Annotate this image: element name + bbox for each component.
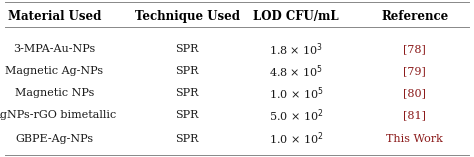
Text: SPR: SPR [175,88,199,98]
Text: [80]: [80] [403,88,426,98]
Text: LOD CFU/mL: LOD CFU/mL [254,10,339,23]
Text: 1.0 × 10$^{5}$: 1.0 × 10$^{5}$ [269,85,324,102]
Text: 4.8 × 10$^{5}$: 4.8 × 10$^{5}$ [269,63,323,80]
Text: SPR: SPR [175,110,199,120]
Text: This Work: This Work [386,134,443,144]
Text: SPR: SPR [175,44,199,54]
Text: 1.0 × 10$^{2}$: 1.0 × 10$^{2}$ [269,131,323,147]
Text: 5.0 × 10$^{2}$: 5.0 × 10$^{2}$ [269,107,323,124]
Text: AgNPs-rGO bimetallic: AgNPs-rGO bimetallic [0,110,117,120]
Text: GBPE-Ag-NPs: GBPE-Ag-NPs [16,134,93,144]
Text: SPR: SPR [175,66,199,76]
Text: 1.8 × 10$^{3}$: 1.8 × 10$^{3}$ [269,41,323,58]
Text: 3-MPA-Au-NPs: 3-MPA-Au-NPs [13,44,96,54]
Text: [79]: [79] [403,66,426,76]
Text: [81]: [81] [403,110,426,120]
Text: SPR: SPR [175,134,199,144]
Text: Magnetic NPs: Magnetic NPs [15,88,94,98]
Text: [78]: [78] [403,44,426,54]
Text: Magnetic Ag-NPs: Magnetic Ag-NPs [5,66,104,76]
Text: Reference: Reference [381,10,448,23]
Text: Material Used: Material Used [8,10,101,23]
Text: Technique Used: Technique Used [135,10,240,23]
